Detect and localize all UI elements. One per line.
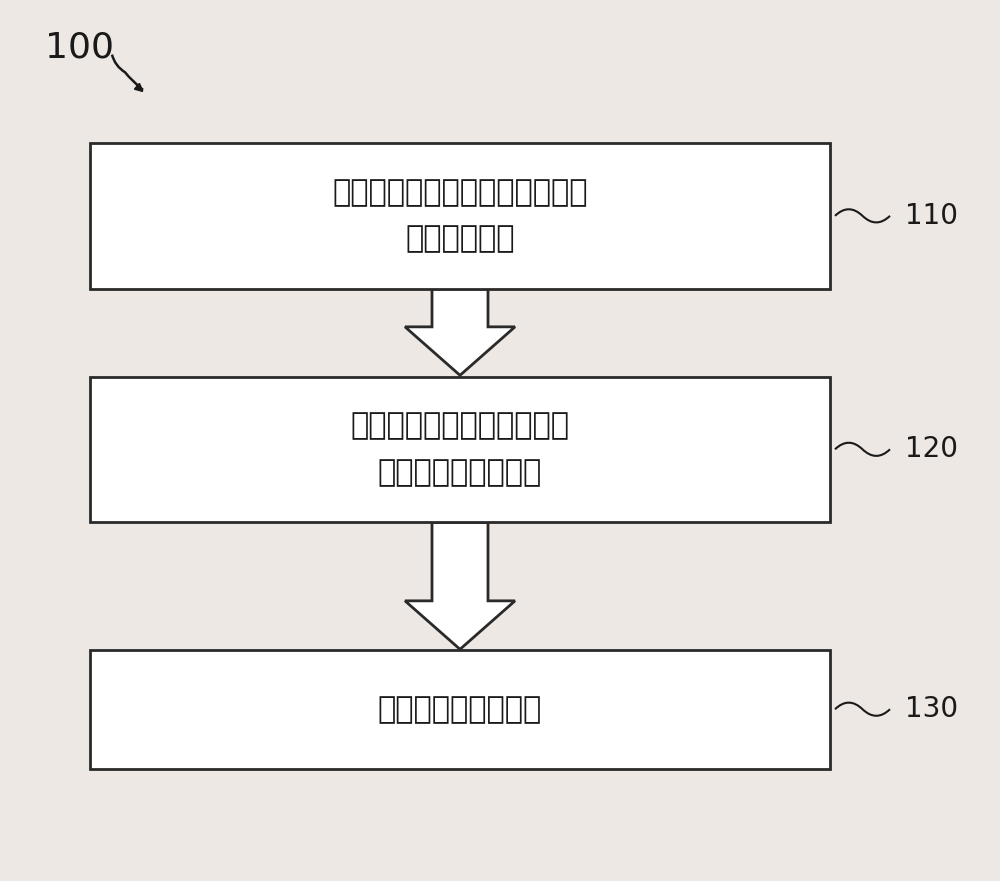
Bar [90,144,830,289]
Bar [90,377,830,522]
Bar [90,650,830,768]
Text: 对混合物进行第一反应，以形成: 对混合物进行第一反应，以形成 [332,178,588,207]
Polygon shape [405,522,515,649]
Text: 100: 100 [45,31,114,65]
Text: 120: 120 [905,435,958,463]
Text: 对第一中间产物及环氧烷基: 对第一中间产物及环氧烷基 [351,411,570,440]
Text: 第一中间产物: 第一中间产物 [405,225,515,254]
Polygon shape [405,289,515,375]
Text: 制得次烷氧基衍生物: 制得次烷氧基衍生物 [378,695,542,723]
Text: 110: 110 [905,202,958,230]
Text: 130: 130 [905,695,958,723]
Text: 化合物进行第二反应: 化合物进行第二反应 [378,458,542,487]
